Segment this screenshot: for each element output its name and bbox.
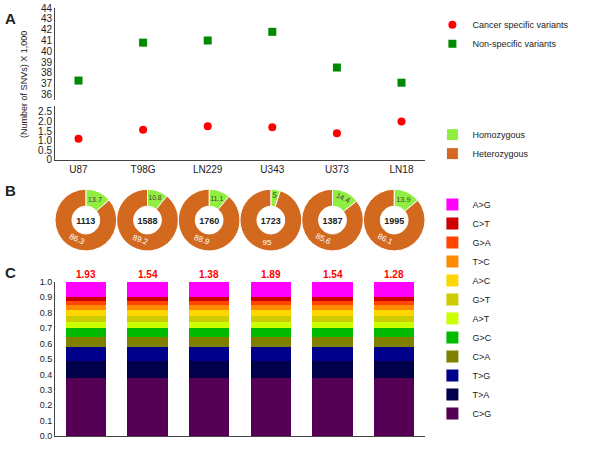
svg-text:13.7: 13.7 (88, 195, 102, 204)
svg-text:U373: U373 (325, 164, 349, 175)
svg-text:85.6: 85.6 (314, 231, 332, 246)
svg-text:0.5: 0.5 (40, 354, 53, 364)
svg-text:A>G: A>G (472, 200, 490, 210)
svg-text:38: 38 (41, 67, 53, 78)
svg-text:G>A: G>A (472, 238, 490, 248)
svg-text:89.2: 89.2 (131, 233, 149, 247)
svg-text:C>G: C>G (472, 409, 491, 419)
svg-text:86.1: 86.1 (376, 232, 394, 247)
svg-text:14.4: 14.4 (335, 191, 352, 205)
svg-text:T>C: T>C (472, 257, 490, 267)
svg-text:44: 44 (41, 3, 53, 14)
svg-text:40: 40 (41, 46, 53, 57)
svg-text:43: 43 (41, 13, 53, 24)
svg-text:1.0: 1.0 (38, 135, 52, 146)
svg-text:B: B (5, 182, 16, 199)
svg-text:2.0: 2.0 (38, 116, 52, 127)
svg-text:0.3: 0.3 (40, 385, 53, 395)
svg-text:11.1: 11.1 (210, 195, 223, 202)
svg-text:1113: 1113 (76, 216, 95, 226)
svg-text:Cancer specific variants: Cancer specific variants (472, 20, 568, 30)
svg-text:U343: U343 (260, 164, 284, 175)
svg-text:C>T: C>T (472, 219, 490, 229)
svg-text:U87: U87 (69, 164, 88, 175)
svg-text:1.38: 1.38 (199, 269, 219, 280)
svg-text:0.6: 0.6 (40, 339, 53, 349)
svg-text:1.54: 1.54 (138, 269, 158, 280)
svg-text:37: 37 (41, 78, 53, 89)
svg-text:A>T: A>T (472, 314, 489, 324)
svg-text:1.93: 1.93 (76, 269, 96, 280)
svg-text:0.0: 0.0 (40, 431, 53, 441)
svg-text:LN18: LN18 (390, 164, 414, 175)
svg-text:Non-specific variants: Non-specific variants (472, 39, 556, 49)
svg-text:T>A: T>A (472, 390, 489, 400)
svg-text:1760: 1760 (199, 216, 219, 226)
svg-text:0.5: 0.5 (38, 145, 52, 156)
svg-text:A: A (5, 10, 16, 27)
svg-text:Heterozygous: Heterozygous (472, 149, 528, 159)
svg-text:1723: 1723 (261, 216, 281, 226)
svg-text:A>C: A>C (472, 276, 490, 286)
svg-text:1588: 1588 (137, 216, 157, 226)
svg-text:0.1: 0.1 (40, 416, 53, 426)
svg-text:(Number of SNVs) X 1,000: (Number of SNVs) X 1,000 (19, 31, 29, 138)
svg-text:42: 42 (41, 24, 53, 35)
svg-text:LN229: LN229 (193, 164, 223, 175)
svg-text:1.89: 1.89 (261, 269, 281, 280)
svg-text:1.5: 1.5 (38, 126, 52, 137)
svg-text:41: 41 (41, 35, 53, 46)
svg-text:1995: 1995 (384, 216, 404, 226)
svg-text:10.8: 10.8 (148, 194, 161, 201)
svg-text:86.3: 86.3 (68, 232, 86, 247)
svg-text:5: 5 (272, 190, 278, 200)
svg-text:36: 36 (41, 89, 53, 100)
svg-text:0.4: 0.4 (40, 370, 53, 380)
svg-text:1.28: 1.28 (384, 269, 404, 280)
svg-text:0.2: 0.2 (40, 400, 53, 410)
svg-text:T>G: T>G (472, 371, 490, 381)
svg-text:1.0: 1.0 (40, 277, 53, 287)
svg-text:G>C: G>C (472, 333, 491, 343)
svg-text:13.9: 13.9 (396, 195, 410, 204)
svg-text:C>A: C>A (472, 352, 490, 362)
svg-text:Homozygous: Homozygous (472, 130, 525, 140)
svg-text:1.54: 1.54 (323, 269, 343, 280)
svg-text:0.8: 0.8 (40, 308, 53, 318)
svg-text:G>T: G>T (472, 295, 490, 305)
svg-text:0.7: 0.7 (40, 323, 53, 333)
svg-text:0: 0 (46, 154, 52, 165)
svg-text:95: 95 (263, 238, 272, 247)
svg-text:0.9: 0.9 (40, 292, 53, 302)
svg-text:T98G: T98G (131, 164, 156, 175)
svg-text:C: C (5, 264, 16, 281)
svg-text:2.5: 2.5 (38, 106, 52, 117)
svg-text:88.9: 88.9 (193, 233, 211, 247)
svg-text:1387: 1387 (322, 216, 342, 226)
svg-text:39: 39 (41, 57, 53, 68)
